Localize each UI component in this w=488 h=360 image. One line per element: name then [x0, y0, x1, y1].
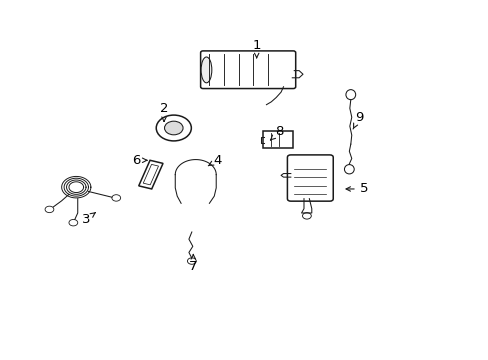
Polygon shape: [143, 165, 158, 185]
Circle shape: [187, 258, 196, 264]
Polygon shape: [139, 160, 163, 189]
Text: 1: 1: [252, 39, 261, 58]
Circle shape: [112, 195, 121, 201]
Ellipse shape: [201, 57, 211, 83]
Text: 5: 5: [346, 183, 367, 195]
Text: 6: 6: [132, 154, 146, 167]
Text: 9: 9: [352, 111, 363, 129]
Circle shape: [69, 220, 78, 226]
Circle shape: [45, 206, 54, 213]
FancyBboxPatch shape: [263, 131, 293, 148]
Text: 2: 2: [160, 102, 168, 121]
FancyBboxPatch shape: [200, 51, 295, 89]
Ellipse shape: [345, 90, 355, 100]
Circle shape: [302, 213, 311, 219]
Text: 8: 8: [270, 125, 283, 140]
Text: 7: 7: [189, 255, 197, 273]
FancyBboxPatch shape: [287, 155, 332, 201]
Circle shape: [164, 121, 183, 135]
Circle shape: [156, 115, 191, 141]
Text: 4: 4: [208, 154, 222, 167]
Text: 3: 3: [81, 212, 95, 226]
Ellipse shape: [344, 165, 353, 174]
